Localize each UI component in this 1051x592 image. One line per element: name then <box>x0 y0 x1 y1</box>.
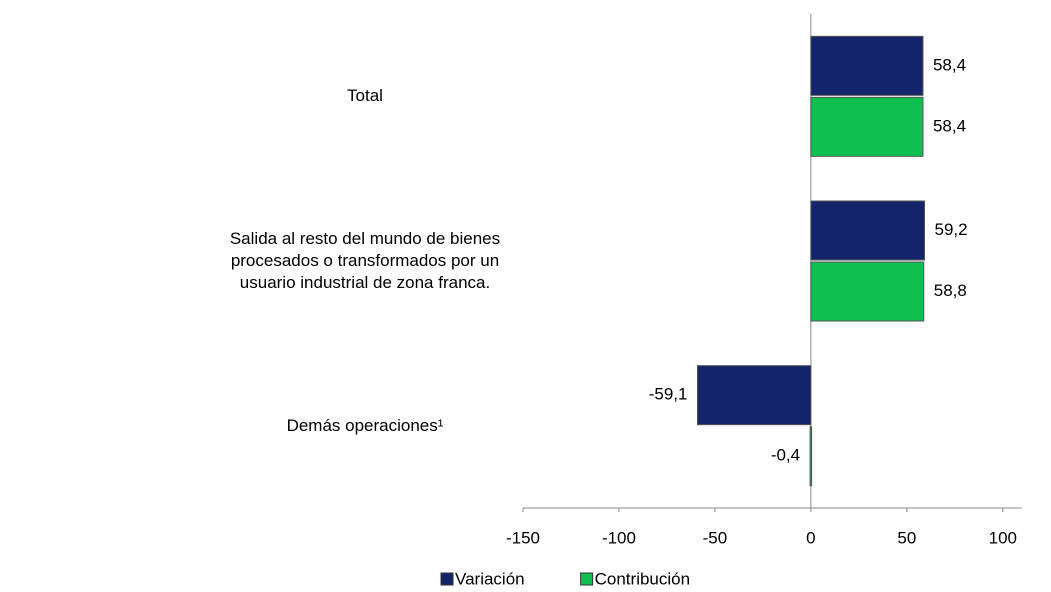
legend-swatch <box>580 572 594 586</box>
data-label: 58,8 <box>934 281 967 300</box>
category-label: Demás operaciones¹ <box>286 415 444 435</box>
data-label: -0,4 <box>771 446 800 465</box>
bar <box>810 96 924 157</box>
bar <box>810 200 926 261</box>
legend-label: Contribución <box>595 569 690 588</box>
x-tick-label: -100 <box>602 528 636 547</box>
x-tick-label: -50 <box>703 528 728 547</box>
category-label: Total <box>347 86 383 106</box>
legend-swatch <box>440 572 454 586</box>
legend-label: Variación <box>455 569 525 588</box>
x-tick-label: 100 <box>989 528 1017 547</box>
x-tick-label: -150 <box>506 528 540 547</box>
x-tick-label: 50 <box>897 528 916 547</box>
bar <box>696 365 812 426</box>
bar <box>810 261 925 322</box>
data-label: -59,1 <box>649 385 688 404</box>
data-label: 58,4 <box>933 116 966 135</box>
bar <box>810 35 924 96</box>
x-tick-label: 0 <box>806 528 815 547</box>
data-label: 59,2 <box>935 220 968 239</box>
data-label: 58,4 <box>933 55 966 74</box>
category-label: Salida al resto del mundo de bienes proc… <box>229 229 501 292</box>
bar <box>809 426 813 487</box>
